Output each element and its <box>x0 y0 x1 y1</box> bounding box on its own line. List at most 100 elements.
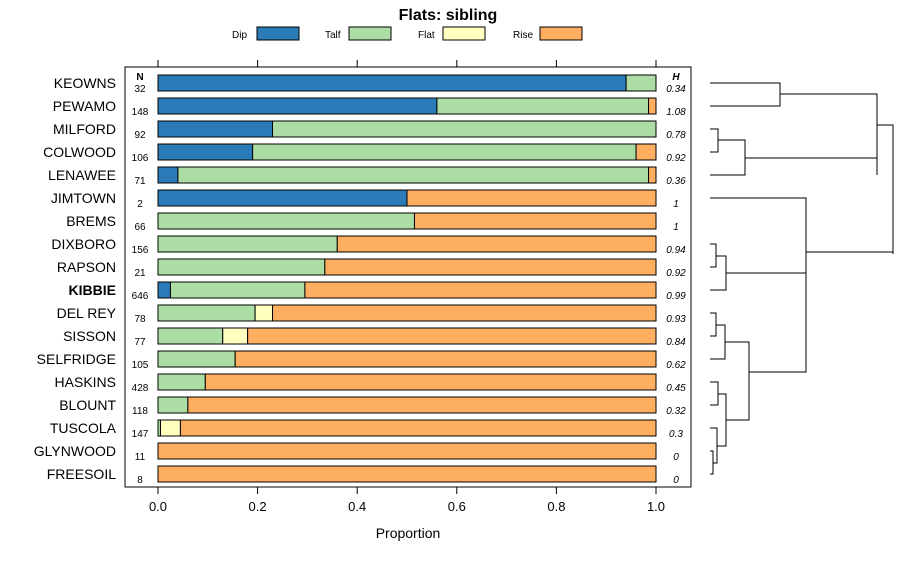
category-label: DIXBORO <box>51 236 116 252</box>
category-label: HASKINS <box>55 374 116 390</box>
bar-segment-dip <box>157 166 179 184</box>
legend-swatch-dip <box>256 26 300 41</box>
x-tick-label: 0.6 <box>448 499 466 514</box>
n-value: 148 <box>132 107 149 118</box>
bar-segment-rise <box>157 442 657 460</box>
legend-label-dip: Dip <box>232 30 247 41</box>
n-value: 8 <box>137 475 143 486</box>
row-del-rey: DEL REY 78 0.93 <box>57 304 686 325</box>
legend-label-talf: Talf <box>325 30 341 41</box>
bar-segment-rise <box>272 304 657 322</box>
x-tick-label: 0.2 <box>249 499 267 514</box>
category-label: BLOUNT <box>59 397 116 413</box>
row-pewamo: PEWAMO 148 1.08 <box>53 97 686 118</box>
h-value: 0 <box>673 452 679 463</box>
dendrogram-branch <box>710 450 714 475</box>
bar-segment-rise <box>336 235 657 253</box>
x-tick-label: 0.8 <box>547 499 565 514</box>
n-value: 646 <box>132 291 149 302</box>
n-value: 2 <box>137 199 143 210</box>
h-value: 0 <box>673 475 679 486</box>
bar-segment-rise <box>635 143 657 161</box>
h-value: 1 <box>673 199 679 210</box>
bar-segment-talf <box>625 74 657 92</box>
bar-segment-rise <box>234 350 657 368</box>
h-value: 0.94 <box>666 245 686 256</box>
dendrogram-branch <box>725 341 750 421</box>
bar-segment-talf <box>436 97 650 115</box>
h-value: 0.62 <box>666 360 686 371</box>
category-label: FREESOIL <box>47 466 116 482</box>
category-label: LENAWEE <box>48 167 116 183</box>
category-label: TUSCOLA <box>50 420 117 436</box>
x-tick-label: 0.0 <box>149 499 167 514</box>
h-value: 1.08 <box>666 107 686 118</box>
h-column-header: H <box>672 72 680 83</box>
row-jimtown: JIMTOWN 2 1 <box>51 189 679 210</box>
row-lenawee: LENAWEE 71 0.36 <box>48 166 686 187</box>
bar-segment-talf <box>252 143 637 161</box>
h-value: 0.3 <box>669 429 683 440</box>
row-haskins: HASKINS 428 0.45 <box>55 373 686 394</box>
bar-segment-dip <box>157 189 408 207</box>
row-freesoil: FREESOIL 8 0 <box>47 465 679 486</box>
bar-segment-rise <box>304 281 657 299</box>
dendrogram-branch <box>749 309 807 373</box>
legend: Dip Talf Flat Rise <box>232 26 583 41</box>
legend-swatch-rise <box>539 26 583 41</box>
row-milford: MILFORD 92 0.78 <box>53 120 686 141</box>
plot-frame <box>124 66 692 488</box>
n-value: 118 <box>132 406 148 417</box>
row-brems: BREMS 66 1 <box>66 212 679 233</box>
legend-label-rise: Rise <box>513 30 533 41</box>
h-value: 0.84 <box>666 337 686 348</box>
legend-label-flat: Flat <box>418 30 435 41</box>
n-value: 147 <box>132 429 149 440</box>
bar-segment-talf <box>177 166 650 184</box>
row-selfridge: SELFRIDGE 105 0.62 <box>37 350 686 371</box>
legend-swatch-talf <box>348 26 392 41</box>
h-value: 0.78 <box>666 130 686 141</box>
category-label: KIBBIE <box>69 282 116 298</box>
category-label: RAPSON <box>57 259 116 275</box>
dendrogram-branch <box>877 124 894 254</box>
dendrogram-branch <box>710 197 807 309</box>
row-tuscola: TUSCOLA 147 0.3 <box>50 419 683 440</box>
row-colwood: COLWOOD 106 0.92 <box>43 143 686 164</box>
dendrogram-branch <box>710 139 746 176</box>
bar-segment-rise <box>204 373 657 391</box>
dendrogram-branch <box>710 243 717 268</box>
n-value: 21 <box>134 268 146 279</box>
category-label: JIMTOWN <box>51 190 116 206</box>
category-label: DEL REY <box>57 305 117 321</box>
n-column-header: N <box>136 72 143 83</box>
category-label: KEOWNS <box>54 75 116 91</box>
row-blount: BLOUNT 118 0.32 <box>59 396 686 417</box>
bar-segment-rise <box>648 97 657 115</box>
bar-segment-talf <box>157 212 415 230</box>
h-value: 0.32 <box>666 406 686 417</box>
category-label: COLWOOD <box>43 144 116 160</box>
bar-segment-rise <box>247 327 657 345</box>
bar-segment-rise <box>324 258 657 276</box>
bar-segment-dip <box>157 74 627 92</box>
row-keowns: KEOWNS 32 0.34 <box>54 74 686 95</box>
h-value: 0.92 <box>666 268 686 279</box>
category-label: GLYNWOOD <box>34 443 116 459</box>
category-label: SISSON <box>63 328 116 344</box>
chart-title: Flats: sibling <box>399 7 498 24</box>
row-kibbie: KIBBIE 646 0.99 <box>69 281 686 302</box>
h-value: 0.36 <box>666 176 686 187</box>
bar-segment-talf <box>157 396 189 414</box>
dendrogram-branch <box>710 381 719 406</box>
bar-segment-talf <box>157 258 326 276</box>
dendrogram-branch <box>710 312 717 337</box>
row-glynwood: GLYNWOOD 11 0 <box>34 442 679 463</box>
row-dixboro: DIXBORO 156 0.94 <box>51 235 686 256</box>
bar-rows: KEOWNS 32 0.34 PEWAMO 148 1.08 MILFORD 92 0.78 CO… <box>34 74 686 486</box>
dendrogram <box>710 82 894 475</box>
x-axis-label: Proportion <box>376 525 441 541</box>
category-label: SELFRIDGE <box>37 351 116 367</box>
dendrogram-branch <box>710 82 781 107</box>
